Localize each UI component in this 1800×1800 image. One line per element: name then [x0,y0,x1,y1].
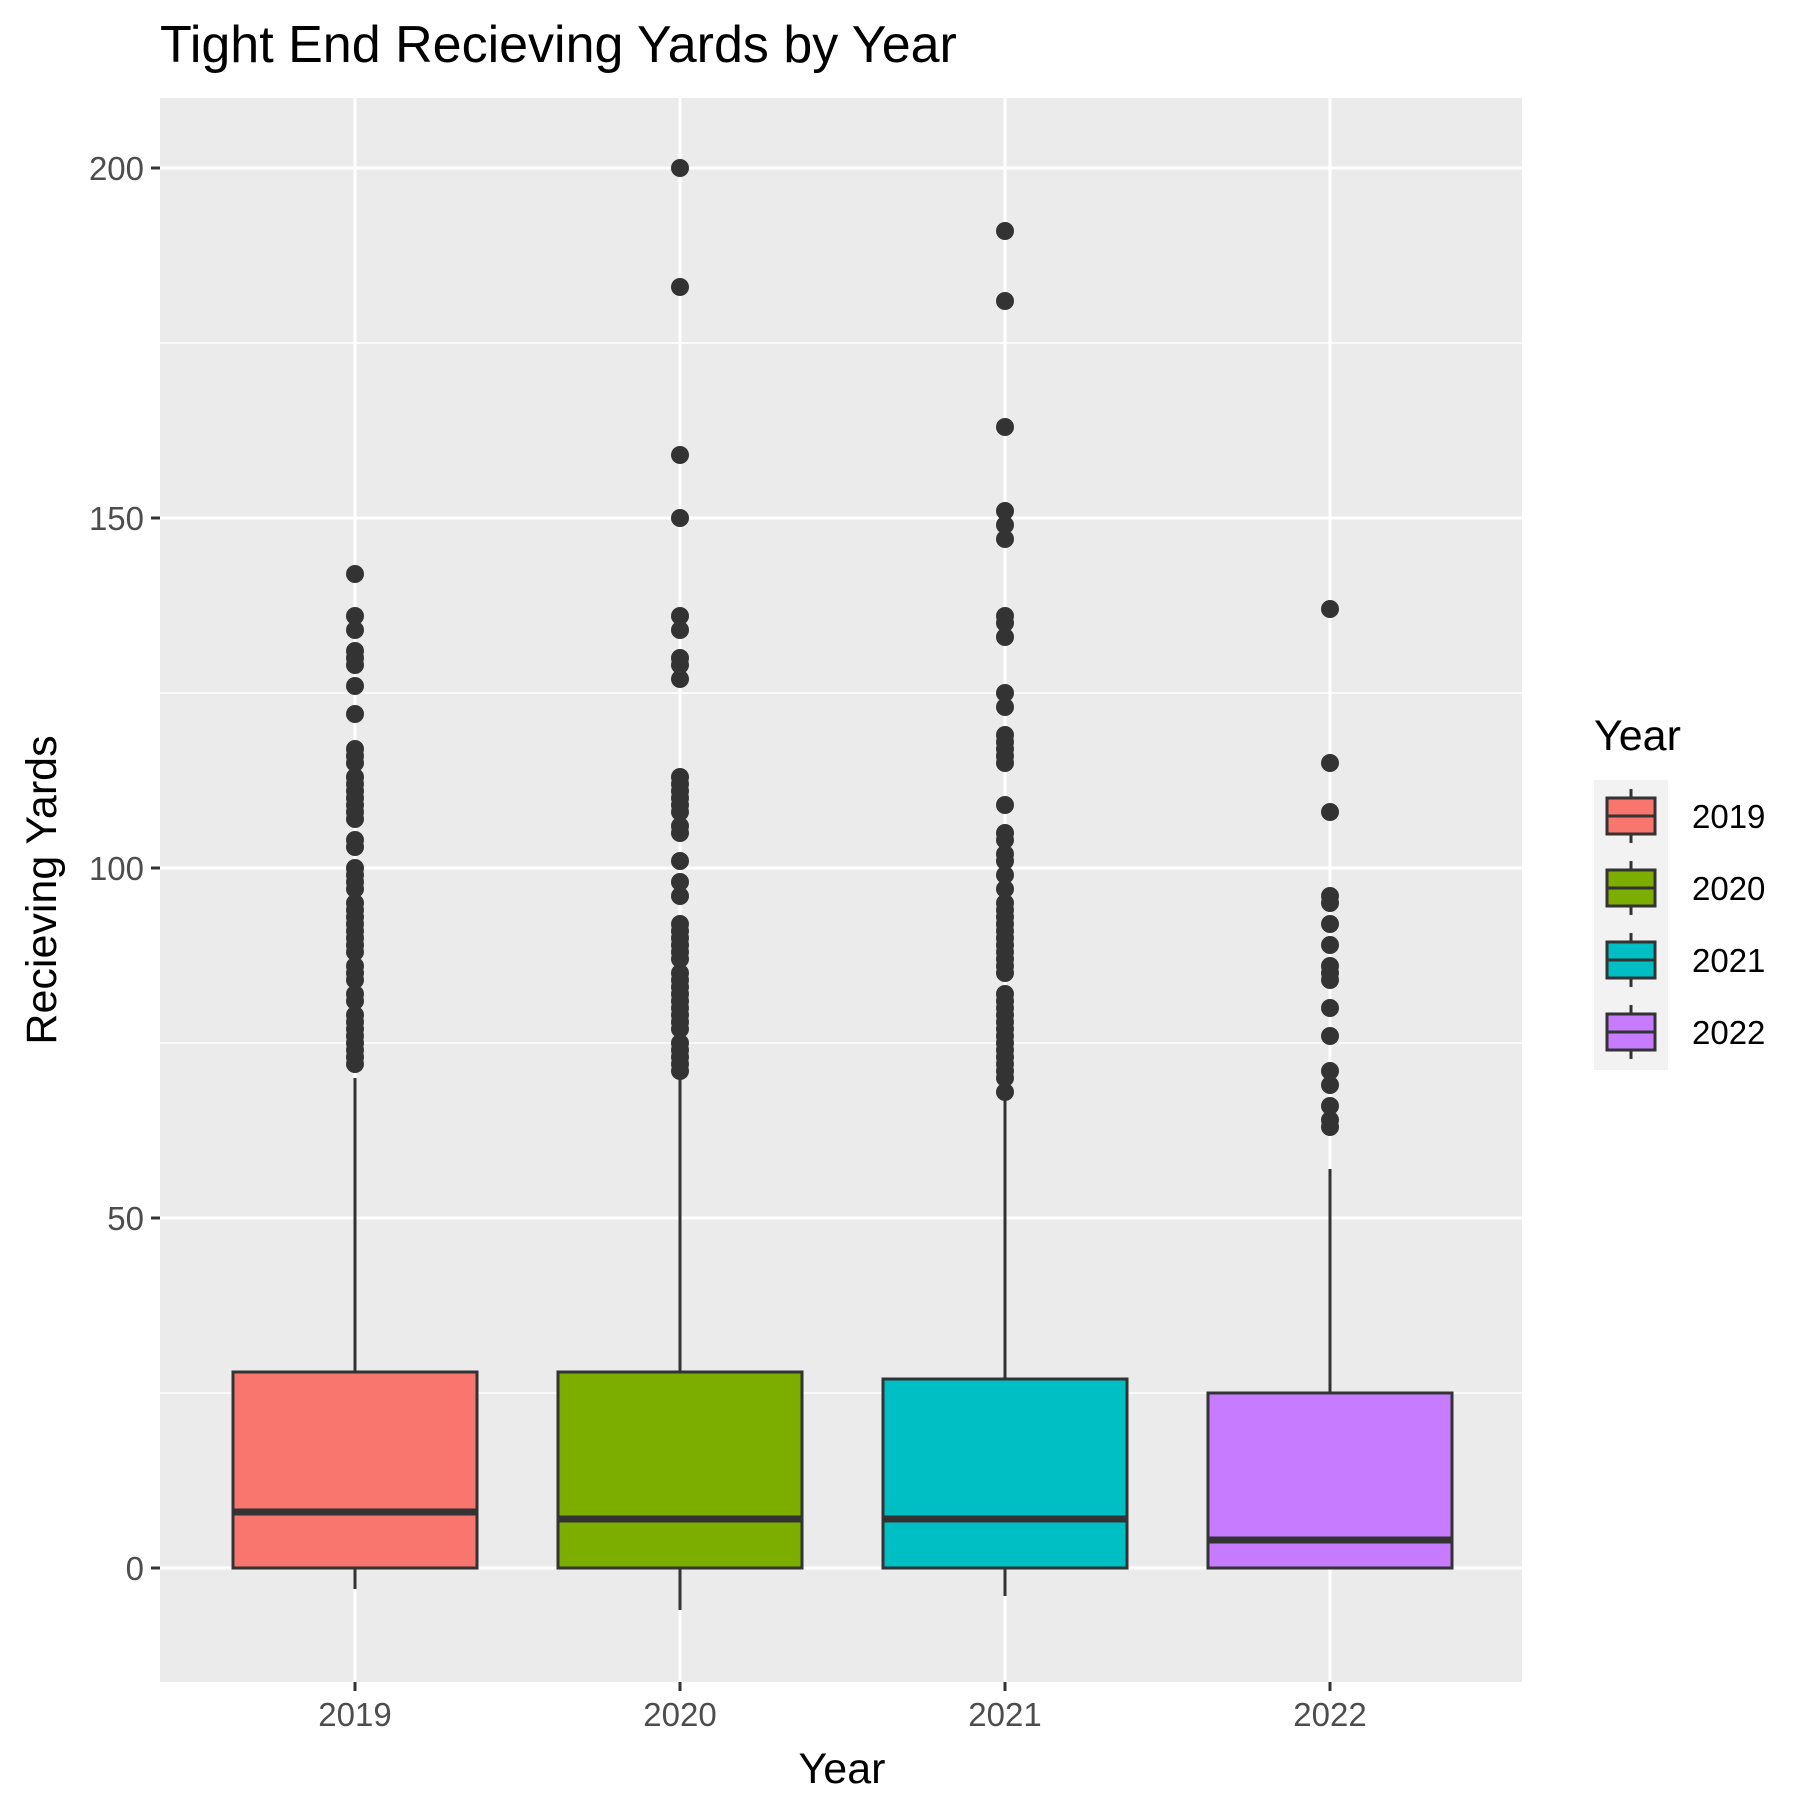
outlier-point [996,726,1014,744]
outlier-point [996,824,1014,842]
outlier-point [1321,600,1339,618]
outlier-point [996,894,1014,912]
outlier-point [671,887,689,905]
box-2021 [881,222,1129,1596]
legend-label: 2020 [1692,870,1765,907]
outlier-point [671,670,689,688]
outlier-point [346,985,364,1003]
box-body [231,1370,479,1570]
outlier-point [346,642,364,660]
outlier-point [671,1034,689,1052]
box-series [231,159,1454,1610]
legend-item-2019: 2019 [1605,789,1765,843]
outlier-point [346,607,364,625]
legend-item-2022: 2022 [1605,1005,1765,1059]
outlier-point [671,873,689,891]
outlier-point [346,894,364,912]
legend-label: 2021 [1692,942,1765,979]
outlier-point [1321,754,1339,772]
outlier-point [996,880,1014,898]
outlier-point [996,1083,1014,1101]
outlier-point [996,292,1014,310]
y-tick-label: 200 [89,150,144,187]
outlier-point [346,831,364,849]
outlier-point [671,915,689,933]
outlier-point [671,852,689,870]
outlier-point [346,621,364,639]
outlier-point [996,845,1014,863]
outlier-point [1321,999,1339,1017]
legend-title: Year [1594,712,1681,760]
outlier-point [1321,957,1339,975]
outlier-point [1321,1111,1339,1129]
outlier-point [346,859,364,877]
outlier-point [346,565,364,583]
outlier-point [671,278,689,296]
outlier-point [996,516,1014,534]
outlier-point [996,684,1014,702]
outlier-point [1321,887,1339,905]
outlier-point [671,159,689,177]
legend: Year 2019 2020 2021 2022 [1594,712,1765,1070]
outlier-point [346,677,364,695]
x-tick-label: 2021 [968,1696,1041,1733]
outlier-point [671,607,689,625]
y-tick-label: 50 [107,1200,144,1237]
box-2022 [1206,600,1454,1570]
outlier-point [996,985,1014,1003]
outlier-point [346,1006,364,1024]
x-axis: 2019 2020 2021 2022 [318,1682,1367,1733]
outlier-point [1321,1097,1339,1115]
outlier-point [671,817,689,835]
outlier-point [1321,803,1339,821]
legend-item-2020: 2020 [1605,861,1765,915]
legend-label: 2019 [1692,798,1765,835]
outlier-point [996,628,1014,646]
outlier-point [1321,915,1339,933]
outlier-point [996,698,1014,716]
y-axis: 0 50 100 150 200 [89,150,160,1587]
outlier-point [346,740,364,758]
outlier-point [1321,936,1339,954]
y-tick-label: 150 [89,500,144,537]
outlier-point [1321,1076,1339,1094]
x-axis-title: Year [799,1745,886,1793]
outlier-point [996,866,1014,884]
x-tick-label: 2020 [643,1696,716,1733]
outlier-point [996,502,1014,520]
legend-label: 2022 [1692,1014,1765,1051]
y-tick-label: 100 [89,850,144,887]
outlier-point [346,705,364,723]
outlier-point [671,964,689,982]
chart-title: Tight End Recieving Yards by Year [160,16,957,74]
outlier-point [671,621,689,639]
outlier-point [671,509,689,527]
outlier-point [996,418,1014,436]
box-body [881,1377,1129,1570]
outlier-point [996,607,1014,625]
outlier-point [346,957,364,975]
box-2019 [231,565,479,1589]
x-tick-label: 2019 [318,1696,391,1733]
box-2020 [556,159,804,1610]
outlier-point [671,649,689,667]
outlier-point [1321,1027,1339,1045]
y-axis-title: Recieving Yards [18,735,66,1044]
outlier-point [996,222,1014,240]
outlier-point [346,768,364,786]
y-tick-label: 0 [126,1550,144,1587]
box-body [556,1370,804,1570]
outlier-point [671,768,689,786]
outlier-point [996,530,1014,548]
x-tick-label: 2022 [1293,1696,1366,1733]
legend-item-2021: 2021 [1605,933,1765,987]
outlier-point [671,446,689,464]
outlier-point [996,796,1014,814]
outlier-point [1321,1062,1339,1080]
